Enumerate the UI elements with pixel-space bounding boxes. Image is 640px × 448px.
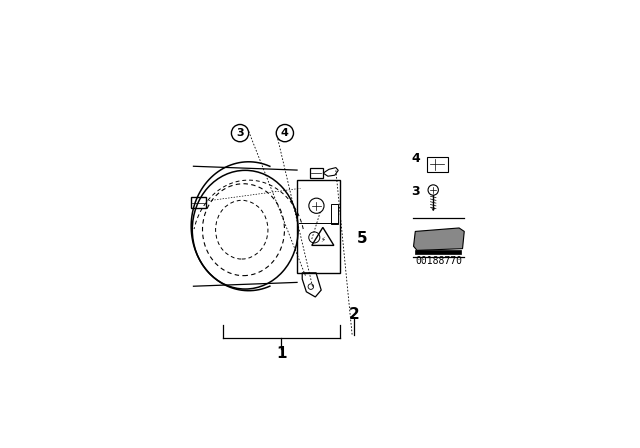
Text: 5: 5 [357, 231, 368, 246]
Polygon shape [415, 250, 461, 254]
Text: ⚡: ⚡ [321, 237, 325, 242]
Circle shape [276, 125, 294, 142]
Polygon shape [413, 228, 464, 250]
Text: 1: 1 [276, 346, 287, 362]
Text: 4: 4 [412, 152, 420, 165]
Text: 00188770: 00188770 [415, 256, 463, 266]
Text: 4: 4 [281, 128, 289, 138]
Text: 3: 3 [412, 185, 420, 198]
Text: 2: 2 [349, 307, 359, 322]
Text: 3: 3 [236, 128, 244, 138]
Circle shape [232, 125, 249, 142]
